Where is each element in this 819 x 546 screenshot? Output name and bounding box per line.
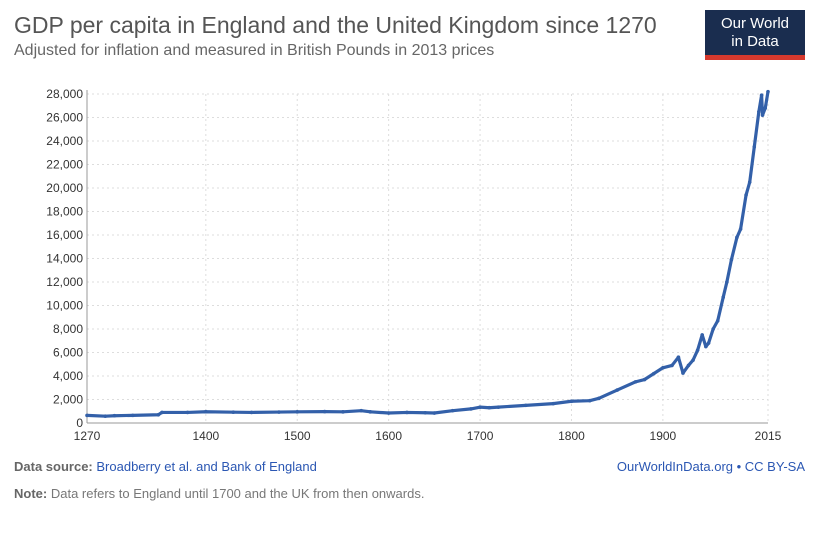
x-tick-label: 1270 [74,429,101,443]
series-line [86,91,770,418]
data-point [729,257,734,262]
plot-area: 0 2,000 4,000 6,000 8,000 10,000 12,000 14,000 1… [46,87,782,443]
data-point [231,410,236,414]
data-point [432,411,437,415]
data-point [405,410,409,415]
data-point [478,405,482,409]
data-point [744,193,748,197]
data-point [160,410,164,415]
x-tick-label: 1600 [375,429,402,443]
data-point [569,399,574,404]
data-point [523,403,528,408]
data-point [469,407,473,411]
data-point [711,327,715,331]
y-tick-label: 18,000 [46,205,83,219]
data-point [691,358,695,362]
data-point [686,363,691,368]
data-point [386,411,391,415]
data-point [368,410,373,414]
x-tick-label: 1900 [650,429,677,443]
data-point [759,93,764,97]
data-point [715,318,720,323]
data-point [423,410,428,415]
y-tick-label: 16,000 [46,228,83,242]
data-source: Data source: Broadberry et al. and Bank … [14,459,317,474]
data-point [642,377,647,382]
data-point [450,408,455,413]
data-point [747,180,752,184]
x-tick-label: 1400 [192,429,219,443]
x-tick-label: 1500 [284,429,311,443]
data-point [487,405,492,410]
data-point [277,410,281,414]
data-point [633,380,638,384]
logo-line2: in Data [731,33,779,50]
note: Note: Data refers to England until 1700 … [14,486,424,501]
y-tick-label: 6,000 [53,346,83,360]
chart-title: GDP per capita in England and the United… [14,12,657,38]
data-point [103,414,108,418]
note-text: Data refers to England until 1700 and th… [50,486,425,501]
data-point [587,398,592,403]
y-tick-label: 24,000 [46,134,83,148]
data-point [735,235,739,240]
x-tick-label: 2015 [755,429,782,443]
data-point [185,410,190,415]
source-link[interactable]: Broadberry et al. and Bank of England [96,459,317,474]
y-tick-label: 0 [76,416,83,430]
data-point [651,371,656,376]
data-point [721,295,726,300]
data-point [695,348,700,352]
data-point [752,145,757,149]
data-point [757,109,761,114]
data-point [322,409,327,414]
data-point [706,341,711,345]
data-point [204,409,208,414]
note-label: Note: [14,486,48,501]
data-point [766,89,770,94]
y-tick-label: 22,000 [46,158,83,172]
site-license-link[interactable]: OurWorldInData.org • CC BY-SA [616,459,805,474]
data-point [551,401,555,406]
data-point [156,412,161,417]
source-label: Data source: [14,459,93,474]
y-tick-label: 2,000 [53,393,83,407]
owid-logo[interactable]: Our World in Data [705,10,805,60]
data-point [661,365,665,370]
data-point [295,410,300,414]
data-point [341,410,345,414]
data-point [670,363,674,368]
data-point [704,344,708,349]
data-point [359,408,364,413]
data-point [130,413,135,418]
x-tick-label: 1700 [467,429,494,443]
y-tick-label: 12,000 [46,275,83,289]
y-tick-label: 28,000 [46,87,83,101]
chart-subtitle: Adjusted for inflation and measured in B… [14,42,495,59]
data-point [615,388,619,392]
data-point [597,396,601,401]
data-point [112,413,117,418]
y-tick-label: 26,000 [46,111,83,125]
y-tick-label: 20,000 [46,181,83,195]
logo-line1: Our World [720,15,790,32]
data-point [725,280,729,284]
y-tick-label: 4,000 [53,369,83,383]
y-tick-label: 10,000 [46,299,83,313]
y-tick-label: 14,000 [46,252,83,266]
data-point [676,355,681,360]
data-point [249,410,254,415]
data-point [85,413,89,418]
data-point [496,405,501,409]
data-point [760,113,765,117]
y-tick-label: 8,000 [53,322,83,336]
data-point [738,227,743,231]
data-point [700,333,704,337]
data-point [763,106,768,110]
x-tick-label: 1800 [558,429,585,443]
data-point [681,371,685,375]
